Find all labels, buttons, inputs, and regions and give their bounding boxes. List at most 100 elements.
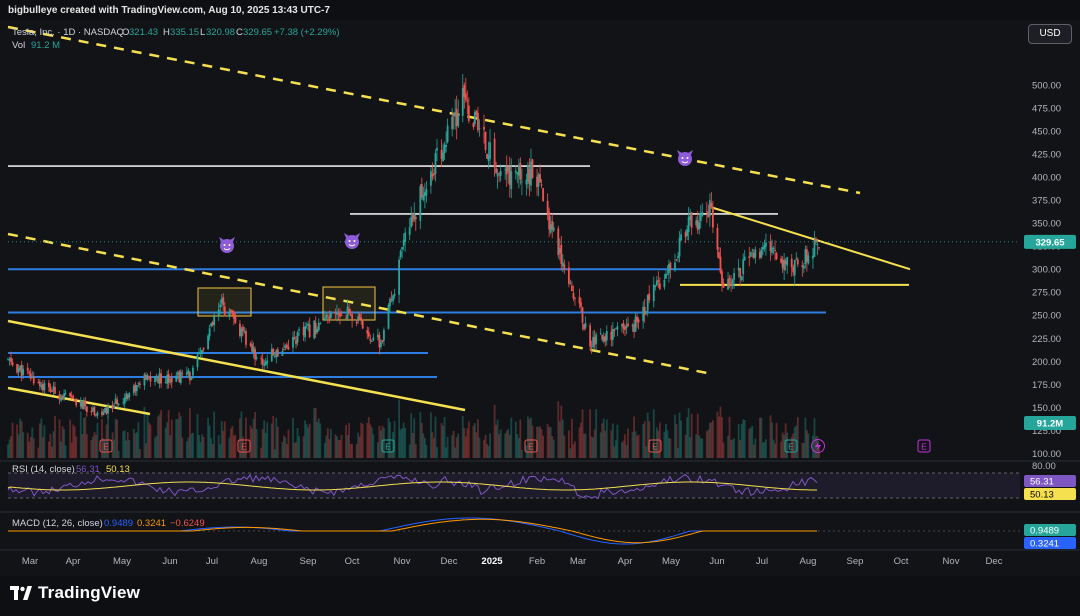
candle-body	[669, 262, 672, 270]
volume-bar	[219, 444, 222, 458]
volume-bar	[38, 423, 41, 458]
candle-body	[293, 337, 296, 340]
volume-bar	[392, 431, 394, 458]
candle-body	[370, 341, 373, 342]
devil-emoji-icon	[219, 237, 235, 253]
volume-bar	[689, 437, 692, 458]
candle-body	[627, 323, 629, 327]
chart-area[interactable]: E E E E E E E 500.00 475.00 450.00 425.00 400.00 37…	[0, 20, 1080, 576]
volume-bar	[79, 411, 82, 458]
volume-bar	[276, 426, 279, 458]
candle-body	[166, 375, 169, 384]
candle-body	[367, 332, 370, 337]
candle-body	[737, 267, 740, 271]
tradingview-logo[interactable]: TradingView	[10, 583, 140, 603]
time-tick-label: Sep	[300, 556, 317, 567]
volume-bar	[669, 438, 672, 458]
candle-body	[689, 215, 692, 221]
candle-body	[185, 372, 188, 375]
candle-body	[284, 345, 287, 348]
volume-badge	[1024, 416, 1076, 430]
volume-bar	[325, 435, 328, 458]
candle-body	[90, 410, 93, 413]
candle-body	[287, 346, 290, 350]
volume-bar	[317, 418, 320, 458]
candle-body	[296, 332, 299, 343]
candle-body	[484, 131, 487, 150]
volume-bar	[345, 424, 347, 458]
event-box	[237, 439, 251, 453]
candle-body	[478, 128, 481, 129]
candle-body	[754, 249, 757, 258]
candle-body	[423, 192, 426, 197]
volume-bar	[302, 436, 305, 458]
candle-body	[126, 395, 129, 399]
candle-body	[752, 252, 755, 259]
candle-body	[461, 87, 464, 116]
volume-bar	[349, 444, 352, 458]
candle-body	[455, 108, 458, 127]
candle-body	[805, 249, 808, 262]
candle-body	[58, 394, 61, 400]
devil-eye	[681, 157, 684, 159]
candle-body	[613, 329, 616, 331]
volume-bar	[540, 429, 543, 458]
candle-body	[604, 335, 607, 342]
currency-button[interactable]: USD	[1028, 24, 1072, 44]
candle-body	[242, 326, 244, 332]
event-letter: E	[788, 442, 794, 452]
volume-bar	[410, 413, 413, 458]
devil-horn	[219, 237, 224, 242]
candle-body	[43, 383, 46, 391]
volume-bar	[574, 441, 576, 458]
candle-body	[730, 283, 732, 285]
volume-bar	[355, 444, 358, 458]
candle-body	[104, 407, 106, 413]
candle-body	[451, 116, 454, 130]
candle-body	[211, 322, 214, 326]
candle-body	[569, 283, 572, 285]
candle-body	[622, 322, 625, 329]
candle-body	[372, 337, 375, 341]
volume-bar	[370, 427, 373, 458]
candle-body	[557, 228, 560, 256]
candle-body	[158, 372, 161, 384]
time-tick-label: May	[662, 556, 680, 567]
candle-body	[264, 361, 267, 366]
candle-body	[636, 316, 638, 322]
candle-body	[198, 353, 200, 355]
candle-body	[355, 321, 358, 324]
volume-bar	[765, 439, 767, 458]
volume-bar	[266, 422, 269, 458]
volume-bar	[148, 422, 150, 458]
devil-face	[345, 235, 359, 249]
volume-bar	[781, 432, 784, 458]
candle-body	[164, 382, 167, 384]
volume-bar	[642, 424, 645, 458]
volume-bar	[272, 415, 275, 458]
volume-bar	[190, 433, 193, 458]
volume-bar	[666, 429, 669, 458]
price-tick-label: 125.00	[1032, 426, 1061, 437]
volume-bar	[816, 436, 819, 458]
volume-bar	[411, 432, 414, 458]
volume-bar	[164, 427, 167, 458]
open-label: O	[122, 27, 129, 38]
volume-bar	[710, 422, 713, 458]
volume-bar	[158, 414, 161, 458]
volume-bar	[145, 443, 147, 458]
devil-eye	[228, 244, 231, 246]
candle-body	[516, 172, 519, 175]
descending-triangle-line	[711, 206, 911, 271]
candle-body	[677, 256, 679, 259]
candle-body	[16, 364, 18, 373]
volume-bar	[155, 435, 158, 458]
volume-bar	[43, 425, 46, 458]
last-price-value: 329.65	[1035, 237, 1065, 248]
candle-body	[95, 414, 97, 416]
candle-body	[208, 328, 211, 337]
candle-body	[117, 403, 120, 405]
volume-bar	[281, 441, 284, 458]
candle-body	[558, 247, 561, 254]
price-chart[interactable]: E E E E E E E 500.00 475.00 450.00 425.00 400.00 37…	[0, 20, 1080, 576]
